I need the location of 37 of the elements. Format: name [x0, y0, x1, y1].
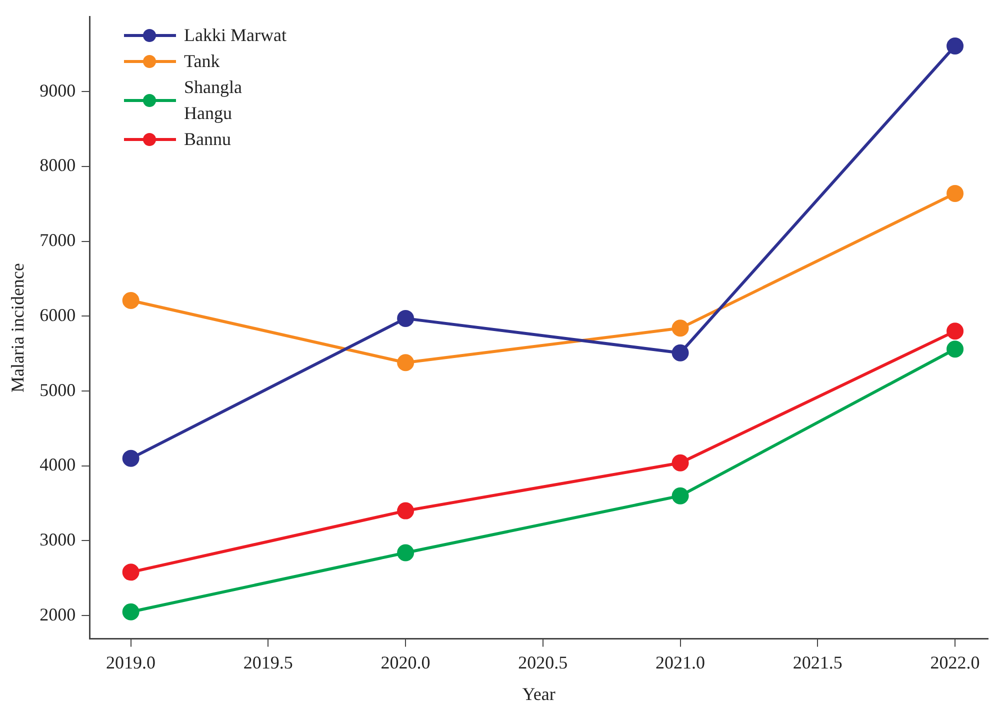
point [122, 292, 140, 309]
point [122, 603, 140, 620]
point [946, 37, 964, 54]
y-tick-label: 3000 [40, 529, 76, 550]
point [946, 184, 964, 202]
y-tick-label: 4000 [40, 454, 76, 475]
x-tick-label: 2020.5 [518, 652, 568, 672]
y-tick-label: 2000 [40, 604, 76, 624]
point [397, 502, 414, 520]
x-tick-label: 2019.5 [243, 652, 293, 672]
legend-label: Tank [184, 50, 220, 73]
y-tick-label: 7000 [40, 230, 76, 250]
point [672, 344, 689, 362]
legend-label: Lakki Marwat [184, 24, 286, 47]
point [122, 564, 140, 581]
x-axis-title: Year [522, 684, 556, 704]
point [397, 544, 414, 562]
y-tick-label: 5000 [40, 380, 76, 400]
point [397, 310, 414, 327]
point [672, 454, 689, 472]
point [946, 340, 964, 358]
legend-label: Bannu [184, 128, 231, 151]
legend-label: Shangla Hangu [184, 76, 242, 125]
y-tick-label: 6000 [40, 304, 76, 325]
point [672, 487, 689, 504]
point [122, 450, 140, 467]
x-tick-label: 2021.5 [792, 652, 842, 672]
x-tick-label: 2022.0 [930, 652, 980, 672]
x-tick-label: 2021.0 [656, 652, 706, 672]
y-axis-title: Malaria incidence [8, 263, 28, 393]
point [397, 354, 414, 372]
y-tick-label: 9000 [40, 80, 76, 100]
point [672, 320, 689, 337]
x-tick-label: 2020.0 [380, 652, 430, 672]
x-tick-label: 2019.0 [106, 652, 156, 672]
point [946, 322, 964, 340]
y-tick-label: 8000 [40, 155, 76, 176]
